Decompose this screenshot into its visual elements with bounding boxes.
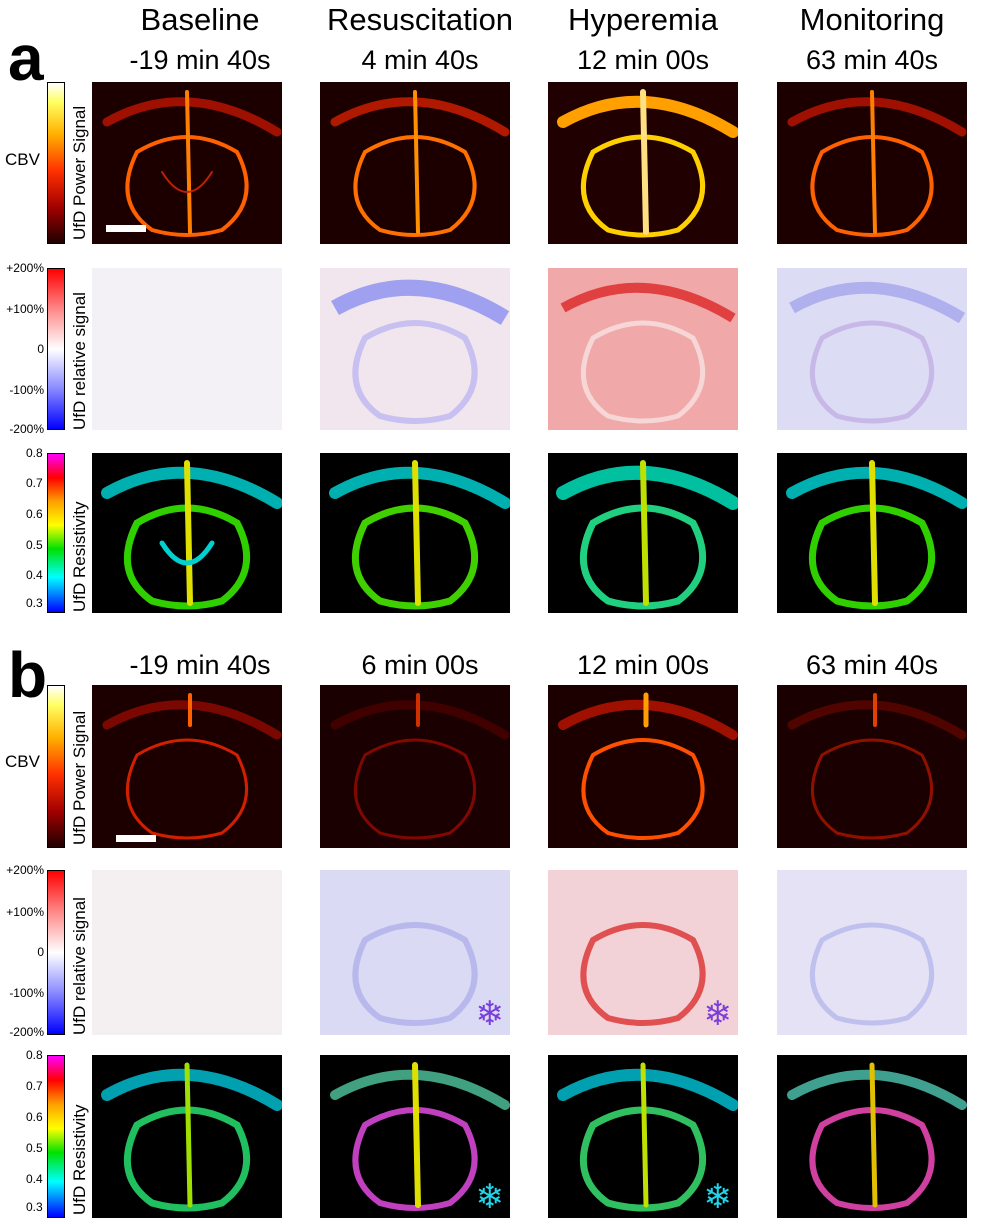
image-b-cbv-hyperemia	[548, 685, 738, 848]
resistivity-bar-label: UfD Resistivity	[70, 501, 89, 612]
snowflake-icon: ❄	[475, 995, 505, 1033]
image-a-relative-resuscitation	[320, 268, 510, 430]
resistivity-bar-label: UfD Resistivity	[70, 1104, 89, 1215]
res-tick: 0.6	[26, 1110, 43, 1124]
rel-tick: +100%	[6, 905, 44, 919]
time-label: 4 min 40s	[361, 45, 479, 75]
cbv-bar-label: UfD Power Signal	[70, 710, 89, 845]
res-tick: 0.7	[26, 1079, 43, 1093]
relative-signal-colorbar	[47, 268, 65, 430]
cbv-label: CBV	[5, 150, 40, 169]
res-tick: 0.5	[26, 1141, 43, 1155]
cbv-colorbar	[47, 685, 65, 848]
panel-letter-a: a	[8, 22, 44, 94]
phase-header-hyperemia: Hyperemia	[568, 2, 718, 37]
snowflake-icon: ❄	[475, 1178, 505, 1216]
res-tick: 0.5	[26, 538, 43, 552]
image-b-cbv-monitoring	[777, 685, 967, 848]
time-label: 6 min 00s	[361, 650, 479, 680]
rel-tick: 0	[37, 945, 44, 959]
res-tick: 0.8	[26, 446, 43, 460]
image-a-relative-monitoring	[777, 268, 967, 430]
rel-tick: -200%	[9, 1025, 44, 1039]
resistivity-colorbar	[47, 1055, 65, 1218]
cbv-label: CBV	[5, 752, 40, 771]
image-a-cbv-baseline	[92, 82, 282, 244]
image-b-cbv-baseline	[92, 685, 282, 848]
time-label: -19 min 40s	[129, 45, 271, 75]
image-a-relative-baseline	[92, 268, 282, 430]
res-tick: 0.4	[26, 568, 43, 582]
image-b-relative-hyperemia: ❄	[548, 870, 738, 1035]
rel-tick: +200%	[6, 261, 44, 275]
relative-bar-label: UfD relative signal	[70, 897, 89, 1035]
rel-tick: 0	[37, 342, 44, 356]
image-b-cbv-resuscitation	[320, 685, 510, 848]
time-label: 12 min 00s	[576, 45, 710, 75]
phase-header-monitoring: Monitoring	[799, 2, 945, 37]
scale-bar	[106, 225, 146, 232]
rel-tick: -100%	[9, 986, 44, 1000]
image-a-cbv-resuscitation	[320, 82, 510, 244]
rel-tick: -200%	[9, 422, 44, 436]
image-a-resistivity-monitoring	[777, 453, 967, 613]
snowflake-icon: ❄	[703, 1178, 733, 1216]
time-label: 12 min 00s	[576, 650, 710, 680]
rel-tick: +200%	[6, 863, 44, 877]
relative-signal-colorbar	[47, 870, 65, 1035]
relative-bar-label: UfD relative signal	[70, 292, 89, 430]
image-a-cbv-hyperemia	[548, 82, 738, 244]
scale-bar	[116, 835, 156, 842]
res-tick: 0.8	[26, 1048, 43, 1062]
image-b-resistivity-monitoring	[777, 1055, 967, 1218]
res-tick: 0.6	[26, 507, 43, 521]
rel-tick: -100%	[9, 383, 44, 397]
phase-header-resuscitation: Resuscitation	[326, 2, 514, 37]
image-b-relative-resuscitation: ❄	[320, 870, 510, 1035]
cbv-bar-label: UfD Power Signal	[70, 105, 89, 240]
image-a-relative-hyperemia	[548, 268, 738, 430]
res-tick: 0.4	[26, 1172, 43, 1186]
image-a-cbv-monitoring	[777, 82, 967, 244]
time-label: 63 min 40s	[805, 650, 939, 680]
image-a-resistivity-hyperemia	[548, 453, 738, 613]
snowflake-icon: ❄	[703, 995, 733, 1033]
phase-header-baseline: Baseline	[140, 2, 260, 37]
res-tick: 0.7	[26, 476, 43, 490]
image-b-resistivity-resuscitation: ❄	[320, 1055, 510, 1218]
image-a-resistivity-resuscitation	[320, 453, 510, 613]
image-b-resistivity-baseline	[92, 1055, 282, 1218]
resistivity-colorbar	[47, 453, 65, 613]
image-b-relative-baseline	[92, 870, 282, 1035]
res-tick: 0.3	[26, 1200, 43, 1214]
res-tick: 0.3	[26, 596, 43, 610]
time-label: 63 min 40s	[805, 45, 939, 75]
cbv-colorbar	[47, 82, 65, 244]
image-b-relative-monitoring	[777, 870, 967, 1035]
panel-letter-b: b	[8, 639, 48, 711]
image-a-resistivity-baseline	[92, 453, 282, 613]
time-label: -19 min 40s	[129, 650, 271, 680]
image-b-resistivity-hyperemia: ❄	[548, 1055, 738, 1218]
rel-tick: +100%	[6, 302, 44, 316]
